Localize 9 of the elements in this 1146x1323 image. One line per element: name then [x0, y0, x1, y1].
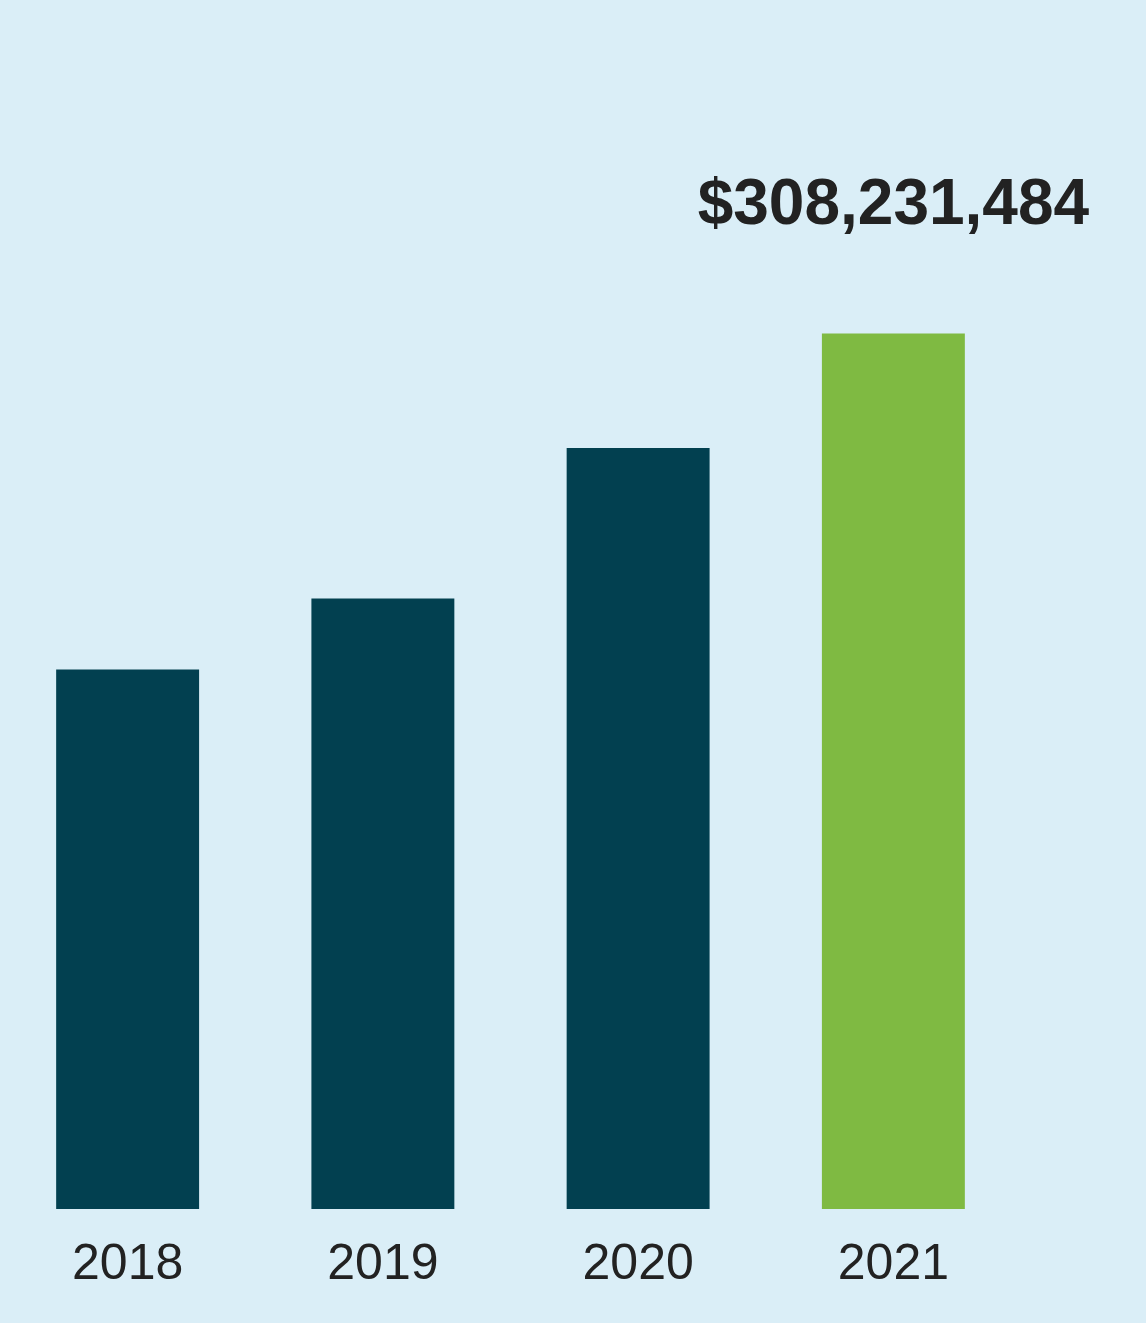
- x-tick-label: 2021: [837, 1233, 949, 1290]
- x-tick-label: 2019: [327, 1233, 439, 1290]
- bar: [311, 598, 455, 1209]
- bar: [566, 447, 710, 1209]
- bar: [821, 333, 965, 1209]
- bar: [56, 669, 200, 1209]
- x-tick-label: 2018: [72, 1233, 184, 1290]
- data-label: $308,231,484: [697, 166, 1090, 239]
- x-tick-label: 2020: [582, 1233, 694, 1290]
